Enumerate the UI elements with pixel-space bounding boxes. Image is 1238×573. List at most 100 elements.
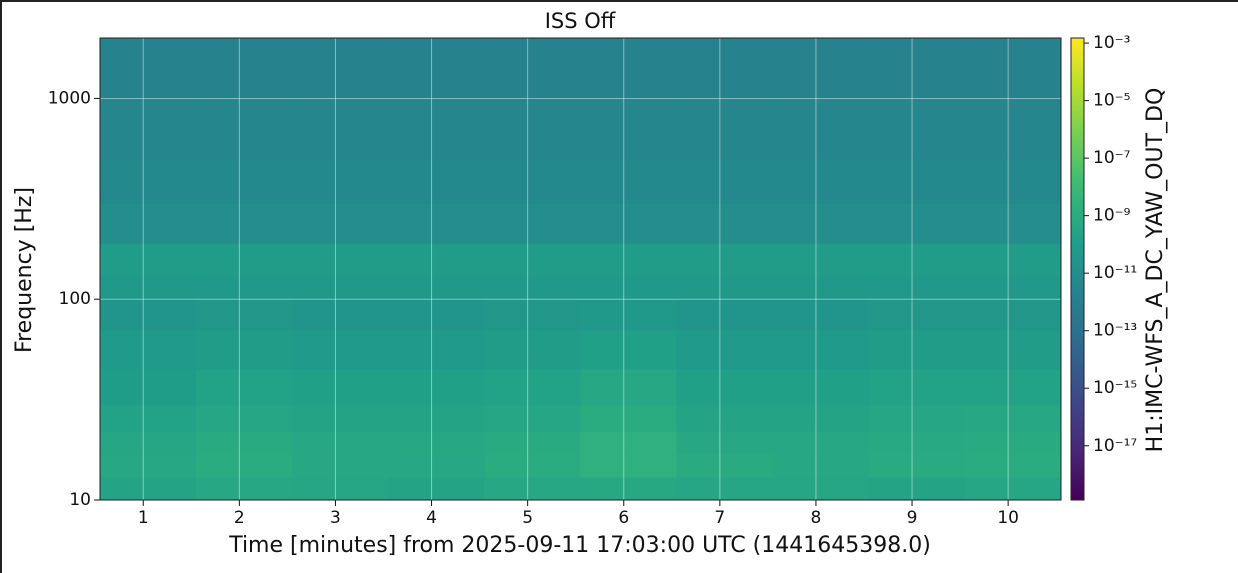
cell [484, 98, 581, 160]
cell [580, 243, 678, 277]
cell [292, 158, 389, 204]
cell [964, 158, 1062, 204]
cell [484, 38, 581, 99]
cell [388, 368, 485, 405]
cell [388, 299, 485, 331]
cell [580, 299, 678, 331]
cell [580, 203, 678, 244]
cell [196, 38, 293, 99]
cell [964, 431, 1062, 455]
cell [868, 368, 966, 405]
cell [196, 203, 293, 244]
y-axis-label: Frequency [Hz] [12, 187, 37, 353]
cell [484, 431, 581, 455]
cell [964, 477, 1062, 501]
cell [292, 404, 389, 432]
cell [772, 38, 870, 99]
cell [580, 330, 678, 370]
cell [868, 404, 966, 432]
colorbar-tick-label: 10⁻¹³ [1093, 321, 1137, 341]
colorbar-tick-label: 10⁻⁷ [1093, 148, 1131, 168]
y-tick-label: 100 [59, 289, 91, 309]
cell [772, 98, 870, 160]
cell [100, 453, 197, 478]
colorbar-tick-label: 10⁻¹⁷ [1093, 436, 1137, 456]
y-tick-label: 10 [69, 490, 91, 510]
cell [676, 330, 774, 370]
cell [292, 299, 389, 331]
cell [676, 404, 774, 432]
cell [388, 158, 485, 204]
cell [772, 203, 870, 244]
cell [196, 404, 293, 432]
cell [868, 453, 966, 478]
cell [388, 276, 485, 300]
cell [580, 404, 678, 432]
cell [196, 368, 293, 405]
cell [484, 368, 581, 405]
cell [484, 404, 581, 432]
cell [676, 477, 774, 501]
cell [484, 243, 581, 277]
cell [676, 431, 774, 455]
cell [388, 404, 485, 432]
plot-frame [99, 37, 1062, 501]
x-tick-label: 2 [234, 508, 245, 528]
cell [868, 431, 966, 455]
x-tick-label: 7 [714, 508, 725, 528]
cell [868, 477, 966, 501]
frame-left [0, 0, 2, 573]
cell [388, 431, 485, 455]
colorbar-label: H1:IMC-WFS_A_DC_YAW_OUT_DQ [1143, 88, 1168, 453]
colorbar-tick-label: 10⁻¹⁵ [1093, 378, 1137, 398]
y-tick-label: 1000 [48, 88, 91, 108]
cell [964, 203, 1062, 244]
x-tick-label: 9 [907, 508, 918, 528]
cell [292, 276, 389, 300]
cell [292, 453, 389, 478]
cell [868, 243, 966, 277]
cell [196, 299, 293, 331]
cell [196, 453, 293, 478]
cell [100, 243, 197, 277]
cell [388, 330, 485, 370]
x-tick-label: 3 [330, 508, 341, 528]
cell [100, 38, 197, 99]
cell [484, 203, 581, 244]
cell [100, 158, 197, 204]
cell [676, 38, 774, 99]
x-tick-label: 4 [426, 508, 437, 528]
cell [484, 276, 581, 300]
cell [676, 299, 774, 331]
cell [964, 98, 1062, 160]
cell [292, 203, 389, 244]
cell [772, 330, 870, 370]
cell [484, 299, 581, 331]
cell [772, 404, 870, 432]
cell [292, 38, 389, 99]
x-tick-label: 10 [997, 508, 1019, 528]
cell [292, 98, 389, 160]
cell [868, 203, 966, 244]
cell [292, 330, 389, 370]
cell [100, 98, 197, 160]
cell [772, 453, 870, 478]
cell [100, 368, 197, 405]
cell [580, 38, 678, 99]
cell [676, 98, 774, 160]
cell [964, 243, 1062, 277]
cell [100, 276, 197, 300]
frame-top [0, 0, 1238, 2]
cell [772, 243, 870, 277]
cell [676, 203, 774, 244]
cell [388, 203, 485, 244]
cell [676, 158, 774, 204]
cell [388, 98, 485, 160]
cell [868, 38, 966, 99]
cell [196, 276, 293, 300]
cell [772, 299, 870, 331]
cell [388, 477, 485, 501]
cell [676, 453, 774, 478]
cell [580, 431, 678, 455]
cell [868, 299, 966, 331]
